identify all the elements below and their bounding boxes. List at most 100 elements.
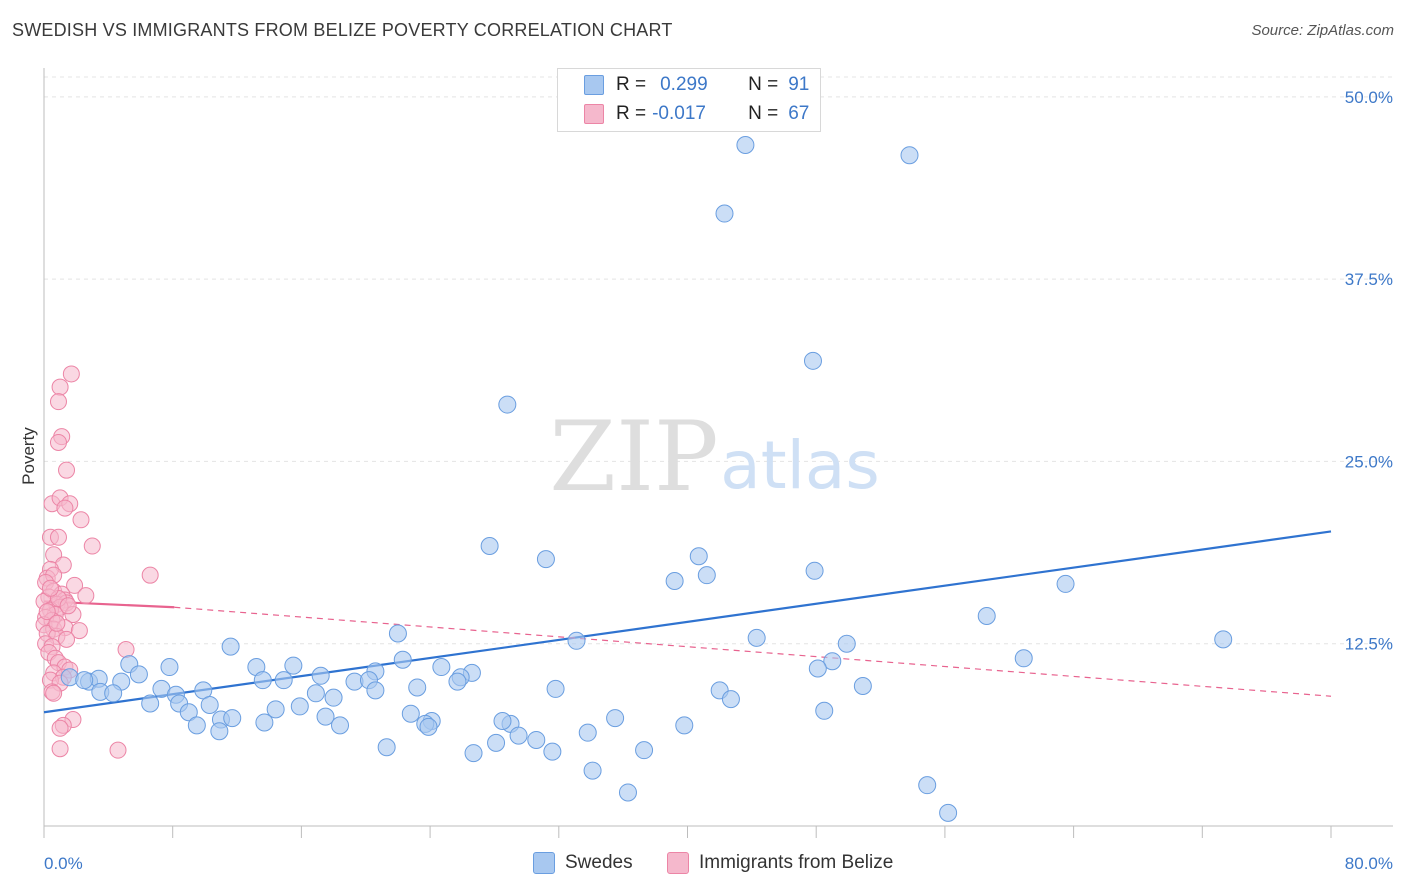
belize-point (58, 630, 76, 648)
belize-point (58, 461, 76, 479)
belize-point (48, 614, 66, 632)
belize-point (41, 579, 59, 597)
belize-point (141, 566, 159, 584)
swedes-point (823, 652, 842, 671)
belize-point (70, 622, 88, 640)
swedes-point (419, 717, 438, 736)
trend-lines (43, 530, 1332, 714)
swedes-point (815, 701, 834, 720)
belize-point (109, 741, 127, 759)
source-label: Source: ZipAtlas.com (1251, 22, 1394, 39)
swedes-point (141, 694, 160, 713)
swedes-point (837, 634, 856, 653)
swedes-point (803, 351, 822, 370)
y-axis-label: Poverty (19, 427, 38, 485)
swedes-point (311, 666, 330, 685)
belize-point (49, 528, 67, 546)
swedes-point (464, 744, 483, 763)
swedes-point (583, 761, 602, 780)
swedes-point (324, 688, 343, 707)
y-tick-label: 25.0% (1345, 452, 1393, 471)
correlation-legend: R = 0.299 N = 91 R = -0.017 N = 67 (557, 68, 821, 132)
swedes-point (747, 628, 766, 647)
swedes-point (253, 671, 272, 690)
legend-swatch-swedes (584, 75, 604, 95)
legend-r-label: R = (616, 103, 647, 124)
legend-row-belize: R = -0.017 N = 67 (616, 103, 809, 125)
y-tick-label: 12.5% (1345, 635, 1393, 654)
legend-swatch-belize (584, 104, 604, 124)
chart-title: SWEDISH VS IMMIGRANTS FROM BELIZE POVERT… (12, 20, 673, 40)
data-points (35, 83, 1233, 822)
x-tick-label-min: 0.0% (44, 854, 83, 873)
watermark-zip: ZIP (549, 401, 718, 513)
legend-row-swedes: R = 0.299 N = 91 (616, 74, 809, 96)
swedes-point (721, 690, 740, 709)
swedes-swatch (533, 852, 555, 874)
swedes-point (210, 722, 229, 741)
swedes-point (509, 726, 528, 745)
swedes-point (274, 671, 293, 690)
y-tick-label: 37.5% (1345, 270, 1393, 289)
legend-r-value: -0.017 (652, 103, 706, 124)
swedes-point (1056, 574, 1075, 593)
x-tick-label-max: 80.0% (1345, 854, 1393, 873)
swedes-point (736, 135, 755, 154)
swedes-point (316, 707, 335, 726)
swedes-point (432, 658, 451, 677)
swedes-point (223, 709, 242, 728)
swedes-point (527, 730, 546, 749)
belize-point (56, 499, 74, 517)
swedes-point (606, 709, 625, 728)
swedes-point (331, 716, 350, 735)
swedes-trend-line (43, 530, 1332, 714)
swedes-point (900, 146, 919, 165)
swedes-point (187, 716, 206, 735)
swedes-point (393, 650, 412, 669)
swedes-point (60, 668, 79, 687)
belize-point (45, 684, 63, 702)
axes (43, 68, 1393, 838)
swedes-point (129, 665, 148, 684)
swedes-point (221, 637, 240, 656)
swedes-point (853, 677, 872, 696)
swedes-point (487, 733, 506, 752)
belize-point (72, 511, 90, 529)
belize-point (51, 719, 69, 737)
swedes-point (546, 679, 565, 698)
legend-n-label: N = (748, 74, 779, 95)
belize-swatch (667, 852, 689, 874)
swedes-point (480, 537, 499, 556)
legend-r-value: 0.299 (660, 74, 708, 95)
belize-point (62, 365, 80, 383)
swedes-point (408, 678, 427, 697)
legend-n-value: 67 (788, 103, 810, 124)
swedes-point (578, 723, 597, 742)
swedes-point (306, 684, 325, 703)
bottom-legend-belize: Immigrants from Belize (667, 852, 893, 874)
swedes-point (266, 700, 285, 719)
swedes-point (104, 684, 123, 703)
belize-label: Immigrants from Belize (699, 852, 894, 873)
swedes-point (977, 607, 996, 626)
axis-labels: 12.5% 25.0% 37.5% 50.0% 0.0% 80.0% (44, 88, 1393, 873)
belize-point (49, 433, 67, 451)
grid-lines (44, 76, 1393, 645)
swedes-point (290, 697, 309, 716)
belize-point (49, 393, 67, 411)
swedes-point (567, 631, 586, 650)
swedes-point (665, 572, 684, 591)
swedes-point (635, 741, 654, 760)
watermark: ZIP atlas (549, 401, 879, 513)
legend-r-label: R = (616, 74, 647, 95)
swedes-point (1214, 630, 1233, 649)
swedes-point (689, 547, 708, 566)
bottom-legend-swedes: Swedes (533, 852, 633, 874)
legend-n-label: N = (748, 103, 779, 124)
belize-point (38, 603, 56, 621)
swedes-point (675, 716, 694, 735)
swedes-point (377, 738, 396, 757)
belize-point (66, 576, 84, 594)
swedes-label: Swedes (565, 852, 633, 873)
